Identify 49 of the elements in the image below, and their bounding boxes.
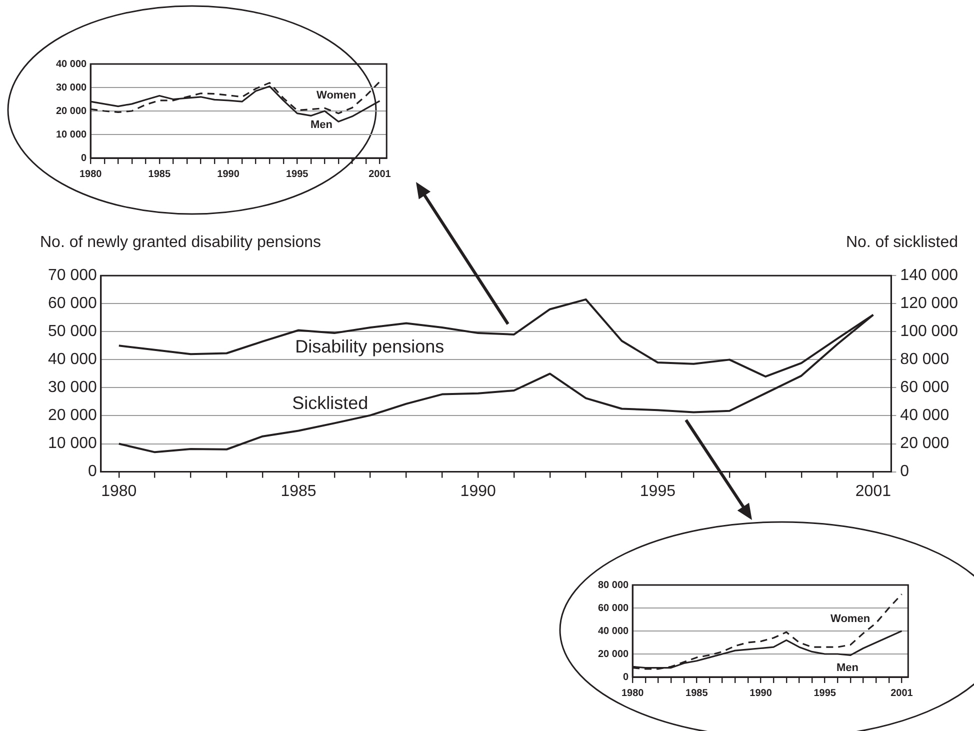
y-tick-label: 10 000 <box>48 435 98 452</box>
y2-tick-label: 0 <box>900 463 910 480</box>
x-tick-label: 1985 <box>686 688 708 699</box>
y-tick-label: 10 000 <box>56 129 88 140</box>
y2-tick-label: 40 000 <box>900 407 950 424</box>
y-tick-label: 20 000 <box>598 648 630 660</box>
x-tick-label: 1980 <box>101 482 137 500</box>
y-tick-label: 50 000 <box>48 323 98 340</box>
series-label: Sicklisted <box>292 393 368 414</box>
x-tick-label: 1990 <box>460 482 496 500</box>
y2-tick-label: 20 000 <box>900 435 950 452</box>
x-tick-label: 1990 <box>750 688 772 699</box>
x-tick-label: 1980 <box>621 688 644 699</box>
x-tick-label: 1985 <box>148 168 171 180</box>
x-tick-label: 1990 <box>217 168 240 180</box>
y-tick-label: 0 <box>623 672 630 683</box>
x-tick-label: 1995 <box>640 482 676 500</box>
y2-tick-label: 120 000 <box>900 295 958 312</box>
series-label: Disability pensions <box>295 336 444 357</box>
series-label: Men <box>310 119 333 132</box>
y-tick-label: 30 000 <box>48 379 98 396</box>
y2-axis-title: No. of sicklisted <box>844 234 958 252</box>
y-tick-label: 0 <box>88 463 98 480</box>
y-tick-label: 40 000 <box>56 58 88 70</box>
series-label: Women <box>316 90 356 102</box>
y-tick-label: 30 000 <box>56 82 88 94</box>
x-tick-label: 2001 <box>855 482 892 500</box>
y-tick-label: 40 000 <box>598 626 630 637</box>
x-tick-label: 2001 <box>368 168 392 180</box>
y2-tick-label: 140 000 <box>900 267 958 284</box>
y2-tick-label: 100 000 <box>900 323 958 340</box>
y-tick-label: 20 000 <box>56 106 88 117</box>
x-tick-label: 1995 <box>814 688 836 699</box>
y-tick-label: 70 000 <box>48 267 98 284</box>
x-tick-label: 1995 <box>286 168 309 180</box>
x-tick-label: 2001 <box>890 688 914 699</box>
y-tick-label: 60 000 <box>598 602 630 614</box>
y2-tick-label: 60 000 <box>900 379 950 396</box>
y-tick-label: 60 000 <box>48 295 98 312</box>
y-axis-title: No. of newly granted disability pensions <box>40 234 322 252</box>
series-label: Men <box>836 662 859 674</box>
y2-tick-label: 80 000 <box>900 351 950 368</box>
series-label: Women <box>830 612 870 625</box>
x-tick-label: 1980 <box>79 168 102 180</box>
y-tick-label: 40 000 <box>48 351 98 368</box>
y-tick-label: 0 <box>81 152 88 164</box>
x-tick-label: 1985 <box>280 482 316 500</box>
y-tick-label: 80 000 <box>598 580 630 591</box>
y-tick-label: 20 000 <box>48 407 98 424</box>
